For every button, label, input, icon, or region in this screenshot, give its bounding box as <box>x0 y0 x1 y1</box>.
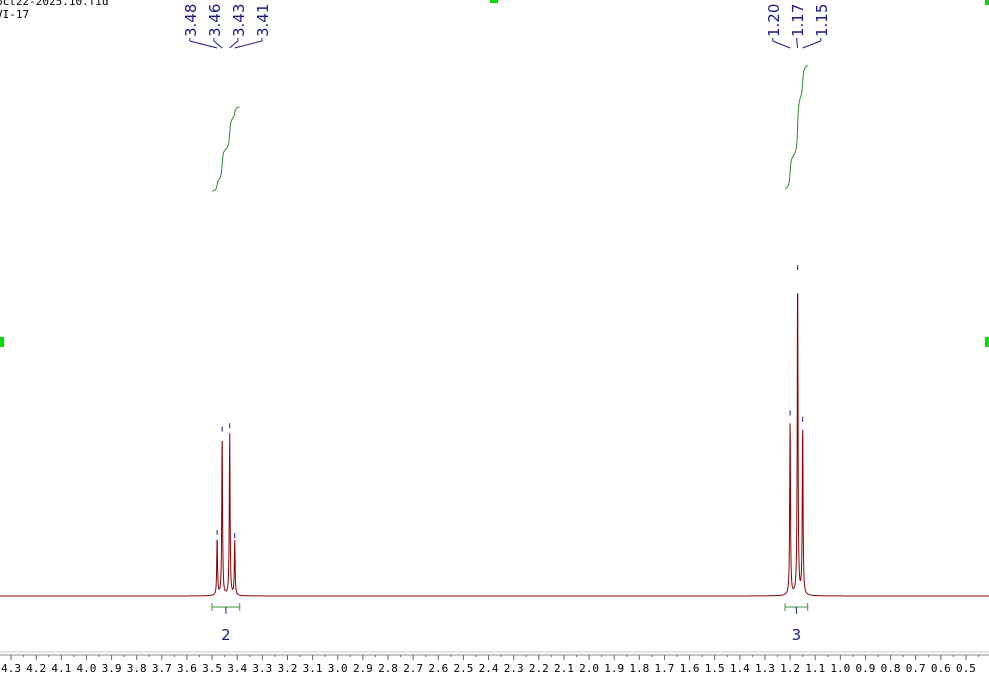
x-tick-label: 2.5 <box>453 662 473 675</box>
x-tick-label: 1.6 <box>680 662 700 675</box>
x-tick-label: 1.3 <box>755 662 775 675</box>
peak-label-leader <box>772 38 791 49</box>
x-tick-label: 3.6 <box>177 662 197 675</box>
marker-left[interactable] <box>0 337 4 347</box>
peak-label: 3.48 <box>182 4 200 37</box>
x-tick-label: 2.7 <box>403 662 423 675</box>
peak-label: 3.43 <box>230 4 248 37</box>
x-tick-label: 4.2 <box>26 662 46 675</box>
peak-label: 1.17 <box>789 4 807 37</box>
x-tick-label: 2.1 <box>554 662 574 675</box>
x-tick-label: 1.1 <box>805 662 825 675</box>
x-tick-label: 3.1 <box>303 662 323 675</box>
x-tick-label: 4.1 <box>51 662 71 675</box>
x-tick-label: 4.3 <box>1 662 21 675</box>
peak-label-leader <box>229 38 239 49</box>
x-tick-label: 3.8 <box>127 662 147 675</box>
x-tick-label: 1.5 <box>705 662 725 675</box>
x-tick-label: 2.9 <box>353 662 373 675</box>
x-tick-label: 2.0 <box>579 662 599 675</box>
integral-value: 2 <box>221 626 231 644</box>
peak-label: 1.20 <box>765 4 783 37</box>
x-tick-label: 2.6 <box>428 662 448 675</box>
integral-curve <box>211 106 240 192</box>
marker-right[interactable] <box>985 337 989 347</box>
x-tick-label: 3.0 <box>328 662 348 675</box>
peak-label-leader <box>189 38 218 49</box>
peak-label-leader <box>802 38 822 49</box>
x-tick-label: 0.6 <box>931 662 951 675</box>
x-tick-label: 1.0 <box>830 662 850 675</box>
x-tick-label: 2.3 <box>504 662 524 675</box>
x-tick-label: 4.0 <box>77 662 97 675</box>
x-tick-label: 2.2 <box>529 662 549 675</box>
marker-top-right[interactable] <box>985 0 989 5</box>
x-tick-label: 3.3 <box>252 662 272 675</box>
x-tick-label: 0.5 <box>956 662 976 675</box>
x-tick-label: 3.5 <box>202 662 222 675</box>
x-tick-label: 1.9 <box>604 662 624 675</box>
file-info: oct22-2025.10.fid VI-17 <box>0 0 109 21</box>
x-tick-label: 2.4 <box>479 662 499 675</box>
x-tick-label: 2.8 <box>378 662 398 675</box>
peak-label-leader <box>234 38 263 49</box>
peak-label-leader <box>796 38 799 49</box>
marker-top[interactable] <box>490 0 498 3</box>
peak-label: 1.15 <box>813 4 831 37</box>
x-tick-label: 3.4 <box>227 662 247 675</box>
peak-label: 3.46 <box>206 4 224 37</box>
x-tick-label: 0.9 <box>856 662 876 675</box>
x-tick-label: 3.9 <box>102 662 122 675</box>
x-tick-label: 0.8 <box>881 662 901 675</box>
integral-curve <box>784 65 808 190</box>
x-tick-label: 1.4 <box>730 662 750 675</box>
integral-value: 3 <box>792 626 802 644</box>
sample-name: VI-17 <box>0 8 30 21</box>
peak-label-leader <box>213 38 223 49</box>
x-tick-label: 0.7 <box>906 662 926 675</box>
x-tick-label: 3.2 <box>278 662 298 675</box>
x-tick-label: 1.7 <box>654 662 674 675</box>
x-tick-label: 3.7 <box>152 662 172 675</box>
spectrum-line <box>0 293 989 597</box>
x-tick-label: 1.8 <box>629 662 649 675</box>
filename: oct22-2025.10.fid <box>0 0 109 8</box>
peak-label: 3.41 <box>254 4 272 37</box>
x-tick-label: 1.2 <box>780 662 800 675</box>
